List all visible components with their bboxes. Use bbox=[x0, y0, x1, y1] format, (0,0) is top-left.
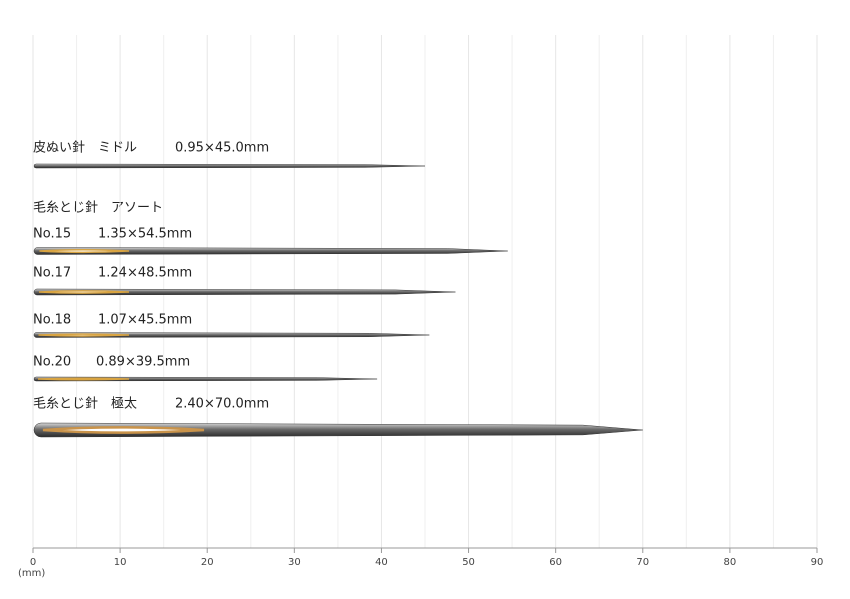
needle bbox=[33, 247, 508, 255]
x-tick-label: 30 bbox=[288, 557, 301, 568]
x-tick-label: 10 bbox=[114, 557, 127, 568]
row-label: No.15 bbox=[33, 227, 71, 242]
x-tick-label: 80 bbox=[724, 557, 737, 568]
x-tick-label: 60 bbox=[549, 557, 562, 568]
x-tick-label: 50 bbox=[462, 557, 475, 568]
needle bbox=[33, 332, 430, 338]
value-label: 1.07×45.5mm bbox=[98, 313, 192, 328]
needle-eye bbox=[37, 377, 130, 381]
group-label: 毛糸とじ針 アソート bbox=[33, 201, 163, 216]
x-tick-label: 90 bbox=[811, 557, 824, 568]
row-label: No.17 bbox=[33, 266, 71, 281]
row-label: 毛糸とじ針 極太 bbox=[33, 396, 137, 412]
row-label: No.20 bbox=[33, 355, 71, 370]
needle-eye bbox=[42, 426, 205, 434]
x-axis-label: (mm) bbox=[18, 568, 45, 579]
value-label: 0.89×39.5mm bbox=[96, 355, 190, 370]
value-label: 0.95×45.0mm bbox=[175, 141, 269, 156]
row-label: 皮ぬい針 ミドル bbox=[33, 141, 137, 156]
x-tick-label: 20 bbox=[201, 557, 214, 568]
needle bbox=[33, 163, 426, 169]
value-label: 1.35×54.5mm bbox=[98, 227, 192, 242]
x-tick-label: 70 bbox=[636, 557, 649, 568]
needle bbox=[33, 288, 456, 296]
needle bbox=[33, 422, 643, 438]
needle-eye bbox=[38, 333, 130, 337]
needle-eye bbox=[39, 248, 130, 254]
value-label: 1.24×48.5mm bbox=[98, 266, 192, 281]
x-tick-label: 0 bbox=[30, 557, 36, 568]
row-label: No.18 bbox=[33, 313, 71, 328]
x-tick-label: 40 bbox=[375, 557, 388, 568]
value-label: 2.40×70.0mm bbox=[175, 397, 269, 412]
needle-eye bbox=[38, 290, 130, 294]
